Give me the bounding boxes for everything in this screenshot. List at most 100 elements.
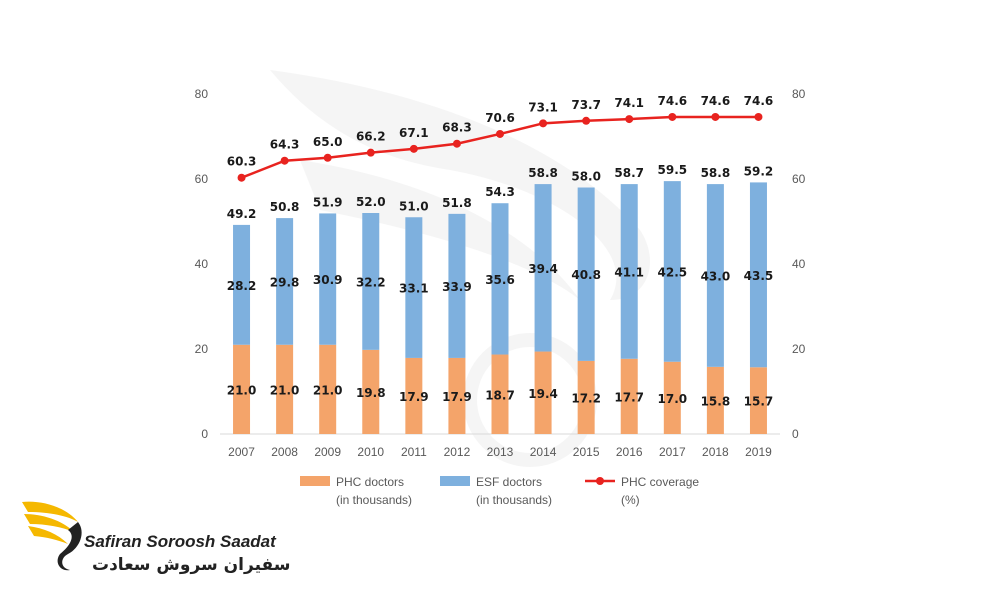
data-label-coverage: 74.6 xyxy=(701,94,731,108)
data-label-total: 52.0 xyxy=(356,195,386,209)
data-label-coverage: 74.1 xyxy=(614,96,644,110)
data-label-phc: 19.8 xyxy=(356,386,386,400)
legend-label: (%) xyxy=(621,493,640,507)
bar-esf-doctors xyxy=(448,213,466,358)
data-label-coverage: 60.3 xyxy=(227,155,257,169)
data-label-phc: 17.7 xyxy=(614,390,644,404)
data-label-total: 51.0 xyxy=(399,199,429,213)
data-label-total: 54.3 xyxy=(485,185,515,199)
x-tick-label: 2015 xyxy=(573,445,600,459)
data-label-phc: 21.0 xyxy=(227,383,257,397)
data-label-esf: 42.5 xyxy=(658,265,688,279)
y-tick-label: 40 xyxy=(195,257,209,271)
data-label-phc: 15.7 xyxy=(744,395,774,409)
company-logo xyxy=(20,492,300,582)
y2-tick-label: 0 xyxy=(792,427,799,441)
point-phc-coverage xyxy=(409,144,418,153)
x-tick-label: 2012 xyxy=(444,445,471,459)
bar-esf-doctors xyxy=(749,182,767,368)
data-label-coverage: 65.0 xyxy=(313,135,343,149)
bar-esf-doctors xyxy=(534,184,552,352)
point-phc-coverage xyxy=(323,153,332,162)
x-tick-label: 2019 xyxy=(745,445,772,459)
data-label-esf: 43.0 xyxy=(701,269,731,283)
data-label-coverage: 74.6 xyxy=(744,94,774,108)
point-phc-coverage xyxy=(366,148,375,157)
x-tick-label: 2014 xyxy=(530,445,557,459)
data-label-esf: 43.5 xyxy=(744,269,774,283)
logo-name-fa: سفیران سروش سعادت xyxy=(92,555,291,575)
y-tick-label: 60 xyxy=(195,172,209,186)
legend-label: PHC coverage xyxy=(621,475,699,489)
data-label-total: 49.2 xyxy=(227,207,257,221)
x-tick-label: 2017 xyxy=(659,445,686,459)
x-tick-label: 2007 xyxy=(228,445,255,459)
data-label-esf: 33.1 xyxy=(399,282,429,296)
data-label-phc: 17.9 xyxy=(442,390,472,404)
data-label-esf: 28.2 xyxy=(227,279,257,293)
data-label-total: 58.7 xyxy=(614,166,644,180)
legend: PHC doctors (in thousands) ESF doctors (in … xyxy=(300,475,699,507)
point-phc-coverage xyxy=(582,116,591,125)
data-label-esf: 32.2 xyxy=(356,275,386,289)
bar-phc-doctors xyxy=(749,367,767,434)
data-label-phc: 21.0 xyxy=(313,383,343,397)
data-label-coverage: 73.7 xyxy=(571,98,601,112)
x-tick-label: 2009 xyxy=(314,445,341,459)
data-label-phc: 17.9 xyxy=(399,390,429,404)
data-label-esf: 35.6 xyxy=(485,273,515,287)
bar-esf-doctors xyxy=(491,203,509,355)
bar-phc-doctors xyxy=(319,344,337,434)
bar-phc-doctors xyxy=(233,344,251,434)
legend-label: PHC doctors xyxy=(336,475,404,489)
y2-tick-label: 20 xyxy=(792,342,806,356)
y2-tick-label: 80 xyxy=(792,87,806,101)
data-label-coverage: 70.6 xyxy=(485,111,515,125)
point-phc-coverage xyxy=(711,112,720,121)
bar-phc-doctors xyxy=(620,358,638,434)
bar-phc-doctors xyxy=(405,357,423,434)
data-label-esf: 40.8 xyxy=(571,268,601,282)
x-tick-label: 2008 xyxy=(271,445,298,459)
data-label-phc: 18.7 xyxy=(485,388,515,402)
bar-esf-doctors xyxy=(319,213,337,345)
legend-label: (in thousands) xyxy=(336,493,412,507)
data-label-total: 58.0 xyxy=(571,170,601,184)
y-tick-label: 0 xyxy=(201,427,208,441)
bar-esf-doctors xyxy=(276,218,294,345)
bar-phc-doctors xyxy=(276,344,294,434)
bar-esf-doctors xyxy=(663,181,681,362)
bar-esf-doctors xyxy=(620,184,638,359)
point-phc-coverage xyxy=(625,115,634,124)
bar-phc-doctors xyxy=(534,351,552,434)
data-label-coverage: 67.1 xyxy=(399,126,429,140)
bar-phc-doctors xyxy=(663,361,681,434)
data-label-phc: 15.8 xyxy=(701,394,731,408)
bar-phc-doctors xyxy=(577,360,595,434)
bar-phc-doctors xyxy=(362,349,380,434)
data-label-phc: 21.0 xyxy=(270,383,300,397)
bird-emblem-icon xyxy=(22,501,82,571)
x-tick-label: 2013 xyxy=(487,445,514,459)
y-tick-label: 80 xyxy=(195,87,209,101)
data-label-total: 51.8 xyxy=(442,196,472,210)
bar-esf-doctors xyxy=(405,217,423,358)
logo-name-en: Safiran Soroosh Saadat xyxy=(84,532,276,551)
data-label-total: 58.8 xyxy=(528,166,558,180)
legend-swatch xyxy=(440,476,470,486)
point-phc-coverage xyxy=(452,139,461,148)
plot-area: 0 20 40 60 80 0 20 40 60 80 21.0 28.2 49.2 2007 21.0 29… xyxy=(195,87,806,459)
y2-tick-label: 40 xyxy=(792,257,806,271)
data-label-esf: 33.9 xyxy=(442,280,472,294)
bar-phc-doctors xyxy=(491,354,509,434)
point-phc-coverage xyxy=(280,156,289,165)
legend-swatch-marker xyxy=(596,477,604,485)
point-phc-coverage xyxy=(754,112,763,121)
bar-esf-doctors xyxy=(233,224,251,345)
data-label-phc: 19.4 xyxy=(528,387,558,401)
data-label-esf: 30.9 xyxy=(313,273,343,287)
y-tick-label: 20 xyxy=(195,342,209,356)
legend-label: (in thousands) xyxy=(476,493,552,507)
legend-label: ESF doctors xyxy=(476,475,542,489)
